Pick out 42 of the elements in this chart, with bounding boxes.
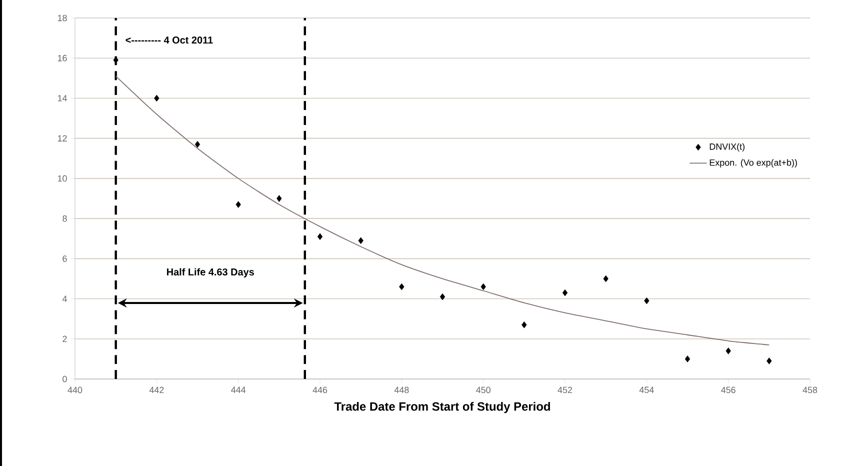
- point: [726, 348, 731, 354]
- point: [766, 358, 772, 364]
- y-tick-label: 10: [58, 175, 67, 182]
- point: [644, 297, 650, 304]
- point: [562, 289, 568, 296]
- y-tick-label: 0: [62, 376, 67, 382]
- x-tick-label: 458: [802, 386, 818, 394]
- x-axis-title: Trade Date From Start of Study Period: [334, 402, 550, 414]
- point: [276, 195, 282, 202]
- y-tick-label: 18: [58, 14, 67, 22]
- point: [358, 237, 364, 244]
- point: [236, 201, 241, 208]
- point: [480, 283, 486, 290]
- y-tick-label: 12: [58, 135, 67, 142]
- point: [603, 275, 608, 282]
- point: [440, 293, 446, 300]
- x-tick-label: 440: [68, 386, 82, 394]
- annotation: <--------- 4 Oct 2011: [126, 36, 213, 44]
- x-tick-label: 450: [476, 386, 490, 394]
- point: [317, 233, 323, 240]
- point: [684, 356, 690, 362]
- x-tick-label: 446: [312, 386, 328, 394]
- legend-label: DNVIX(t): [710, 143, 744, 152]
- point: [154, 94, 160, 102]
- x-tick-label: 444: [231, 386, 246, 393]
- point: [113, 56, 118, 64]
- x-tick-label: 454: [639, 386, 654, 394]
- y-tick-label: 2: [62, 336, 67, 342]
- x-tick-label: 456: [721, 386, 736, 394]
- legend-label: Expon. (Vo exp(at+b)): [710, 159, 797, 168]
- point: [522, 321, 527, 328]
- x-tick-label: 448: [394, 386, 409, 394]
- y-tick-label: 4: [62, 296, 67, 302]
- point: [399, 283, 404, 290]
- y-tick-label: 16: [58, 54, 67, 62]
- y-tick-label: 8: [62, 215, 67, 222]
- x-tick-label: 442: [149, 386, 164, 394]
- annotation: Half Life 4.63 Days: [167, 268, 254, 278]
- x-tick-label: 452: [558, 386, 572, 394]
- point: [194, 140, 200, 148]
- y-tick-label: 6: [62, 255, 67, 262]
- y-tick-label: 14: [58, 95, 67, 102]
